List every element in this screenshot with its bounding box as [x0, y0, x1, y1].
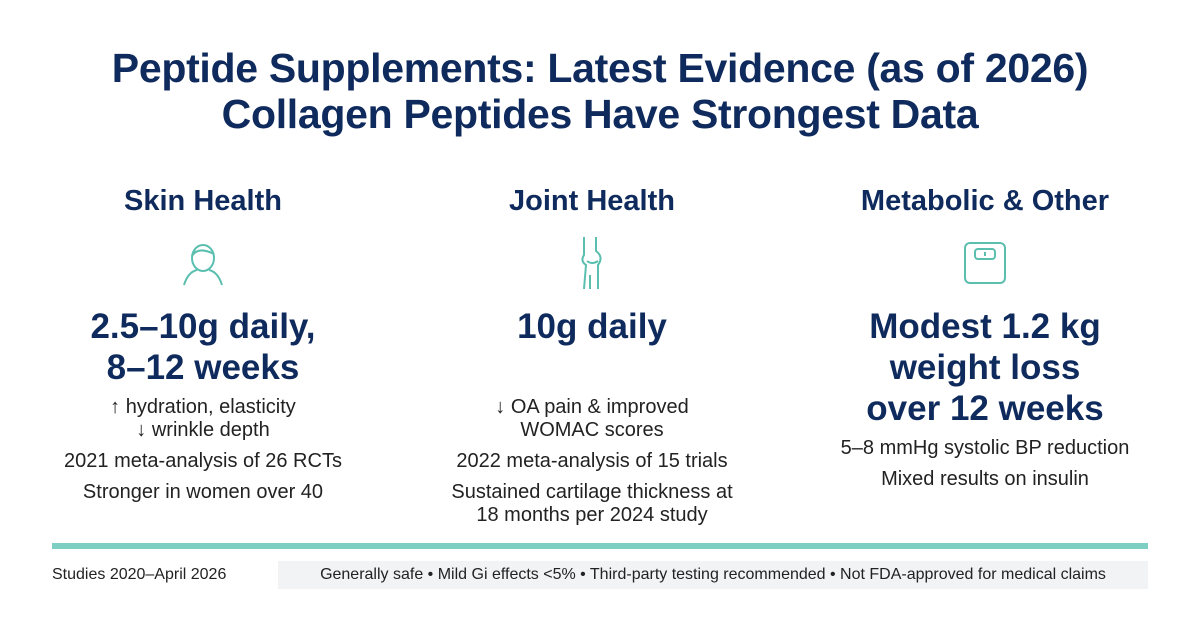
heading: Skin Health	[124, 185, 282, 217]
headline: 10g daily	[402, 306, 782, 388]
note-line: 2022 meta-analysis of 15 trials	[456, 450, 728, 472]
headline: 2.5–10g daily, 8–12 weeks	[13, 306, 393, 388]
source: Studies 2020–April 2026	[52, 566, 227, 583]
note-block: 2021 meta-analysis of 26 RCTs	[13, 450, 393, 473]
title-line: Collagen Peptides Have Strongest Data	[221, 91, 979, 137]
notes: 5–8 mmHg systolic BP reduction Mixed resu…	[795, 437, 1175, 491]
headline-line: weight loss	[889, 348, 1081, 387]
note-line: Mixed results on insulin	[881, 468, 1089, 490]
note-block: 2022 meta-analysis of 15 trials	[402, 450, 782, 473]
note-line: WOMAC scores	[520, 419, 664, 441]
note-line: 5–8 mmHg systolic BP reduction	[840, 437, 1130, 459]
note-block: ↑ hydration, elasticity ↓ wrinkle depth	[13, 396, 393, 442]
headline-line: 8–12 weeks	[106, 348, 300, 387]
icon	[402, 220, 782, 306]
note-block: ↓ OA pain & improved WOMAC scores	[402, 396, 782, 442]
icon	[13, 220, 393, 306]
scale-icon	[964, 242, 1006, 284]
column: Joint Health 10g daily ↓ OA pain & impro…	[402, 182, 782, 535]
footer-notes: Generally safe • Mild Gi effects <5% • T…	[278, 561, 1148, 589]
icon	[795, 220, 1175, 306]
title-line: Peptide Supplements: Latest Evidence (as…	[111, 45, 1089, 91]
note-block: Mixed results on insulin	[795, 468, 1175, 491]
headline-line: over 12 weeks	[866, 389, 1104, 428]
notes: ↑ hydration, elasticity ↓ wrinkle depth 20…	[13, 396, 393, 504]
note-line: 2021 meta-analysis of 26 RCTs	[64, 450, 342, 472]
heading: Joint Health	[509, 185, 675, 217]
note-block: 5–8 mmHg systolic BP reduction	[795, 437, 1175, 460]
headline-line: 2.5–10g daily,	[90, 307, 316, 346]
note-block: Stronger in women over 40	[13, 481, 393, 504]
note-line: ↑ hydration, elasticity	[110, 396, 296, 418]
face-icon	[183, 244, 223, 286]
note-line: Sustained cartilage thickness at	[451, 481, 733, 503]
note-line: Stronger in women over 40	[82, 481, 324, 503]
column: Skin Health 2.5–10g daily, 8–12 weeks ↑ h…	[13, 182, 393, 512]
heading: Metabolic & Other	[860, 185, 1110, 217]
notes: ↓ OA pain & improved WOMAC scores 2022 met…	[402, 396, 782, 527]
note-line: ↓ OA pain & improved	[495, 396, 689, 418]
headline: Modest 1.2 kg weight loss over 12 weeks	[795, 306, 1175, 429]
column: Metabolic & Other Modest 1.2 kg weight lo…	[795, 182, 1175, 499]
headline-line: Modest 1.2 kg	[869, 307, 1101, 346]
note-line: 18 months per 2024 study	[476, 504, 708, 526]
title: Peptide Supplements: Latest Evidence (as…	[0, 45, 1200, 137]
headline-line: 10g daily	[517, 307, 667, 346]
note-line: ↓ wrinkle depth	[136, 419, 270, 441]
knee-icon	[581, 237, 602, 290]
note-block: Sustained cartilage thickness at 18 month…	[402, 481, 782, 527]
divider-bar	[52, 543, 1148, 549]
